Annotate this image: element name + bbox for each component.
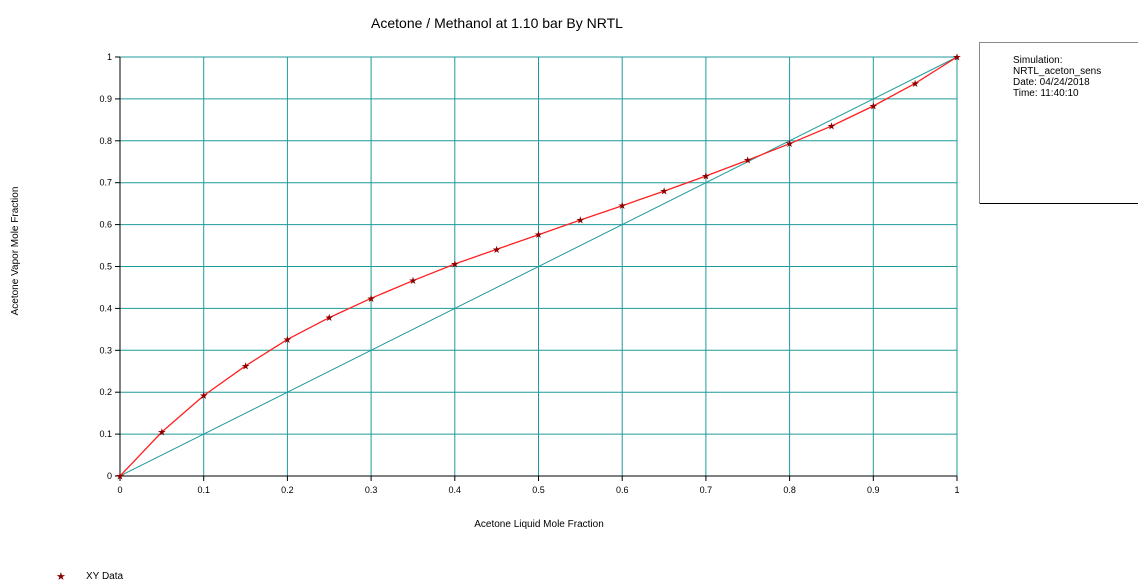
y-tick-label: 0.9 [99, 94, 112, 104]
x-tick-label: 0.9 [867, 485, 880, 495]
data-point-star: ★ [785, 139, 794, 150]
legend: ★ XY Data [56, 570, 123, 583]
x-tick-label: 0.1 [197, 485, 210, 495]
data-point-star: ★ [367, 294, 376, 305]
data-point-star: ★ [953, 53, 962, 64]
data-point-star: ★ [743, 156, 752, 167]
info-time: Time: 11:40:10 [1013, 88, 1079, 99]
data-point-star: ★ [869, 102, 878, 113]
data-point-star: ★ [325, 313, 334, 324]
y-tick-label: 0.5 [99, 262, 112, 272]
y-tick-label: 0 [107, 471, 112, 481]
data-point-star: ★ [911, 79, 920, 90]
x-tick-label: 0.6 [616, 485, 629, 495]
chart-title: Acetone / Methanol at 1.10 bar By NRTL [371, 15, 623, 31]
data-point-star: ★ [116, 472, 125, 483]
y-tick-label: 0.4 [99, 303, 112, 313]
data-point-star: ★ [450, 259, 459, 270]
data-point-star: ★ [701, 171, 710, 182]
grid [120, 56, 958, 476]
data-point-star: ★ [827, 122, 836, 133]
x-tick-label: 1 [954, 485, 959, 495]
simulation-info-box [979, 42, 1138, 204]
y-tick-label: 0.2 [99, 387, 112, 397]
x-tick-label: 0.8 [783, 485, 796, 495]
series-xy-data: ★ ★ ★ ★ ★ ★ ★ ★ ★ ★ ★ ★ ★ ★ ★ ★ ★ ★ ★ ★ ★ [116, 53, 962, 483]
y-tick-label: 1 [107, 52, 112, 62]
y-tick-label: 0.8 [99, 136, 112, 146]
y-tick-label: 0.7 [99, 178, 112, 188]
y-axis-title: Acetone Vapor Mole Fraction [10, 187, 21, 316]
reference-diagonal [119, 56, 958, 477]
y-tick-label: 0.1 [99, 429, 112, 439]
data-point-star: ★ [199, 391, 208, 402]
axes: 0 0.1 0.2 0.3 0.4 0.5 0.6 0.7 0.8 0.9 1 0 0.1 0.2 0.3 0… [99, 52, 959, 495]
x-tick-label: 0.3 [365, 485, 378, 495]
series-line [119, 56, 958, 477]
data-point-star: ★ [492, 245, 501, 256]
data-point-star: ★ [576, 215, 585, 226]
simulation-info-text: Simulation: NRTL_aceton_sens Date: 04/24… [1013, 55, 1101, 99]
info-box-underline [980, 203, 1138, 204]
data-point-star: ★ [660, 187, 669, 198]
y-tick-label: 0.6 [99, 220, 112, 230]
y-tick-label: 0.3 [99, 345, 112, 355]
x-tick-label: 0 [117, 485, 122, 495]
x-axis-title: Acetone Liquid Mole Fraction [474, 519, 604, 530]
data-point-star: ★ [408, 276, 417, 287]
data-point-star: ★ [618, 201, 627, 212]
x-tick-label: 0.5 [532, 485, 545, 495]
info-date: Date: 04/24/2018 [1013, 77, 1090, 88]
data-point-star: ★ [283, 335, 292, 346]
data-point-star: ★ [157, 428, 166, 439]
legend-label: XY Data [86, 571, 124, 582]
star-marker-icon: ★ [56, 571, 66, 583]
x-tick-label: 0.2 [281, 485, 294, 495]
info-simulation-name: NRTL_aceton_sens [1013, 66, 1102, 77]
diagonal-line [119, 56, 958, 477]
data-point-star: ★ [241, 361, 250, 372]
info-simulation-label: Simulation: [1013, 55, 1063, 66]
data-point-star: ★ [534, 230, 543, 241]
x-tick-label: 0.4 [449, 485, 462, 495]
x-tick-label: 0.7 [700, 485, 713, 495]
